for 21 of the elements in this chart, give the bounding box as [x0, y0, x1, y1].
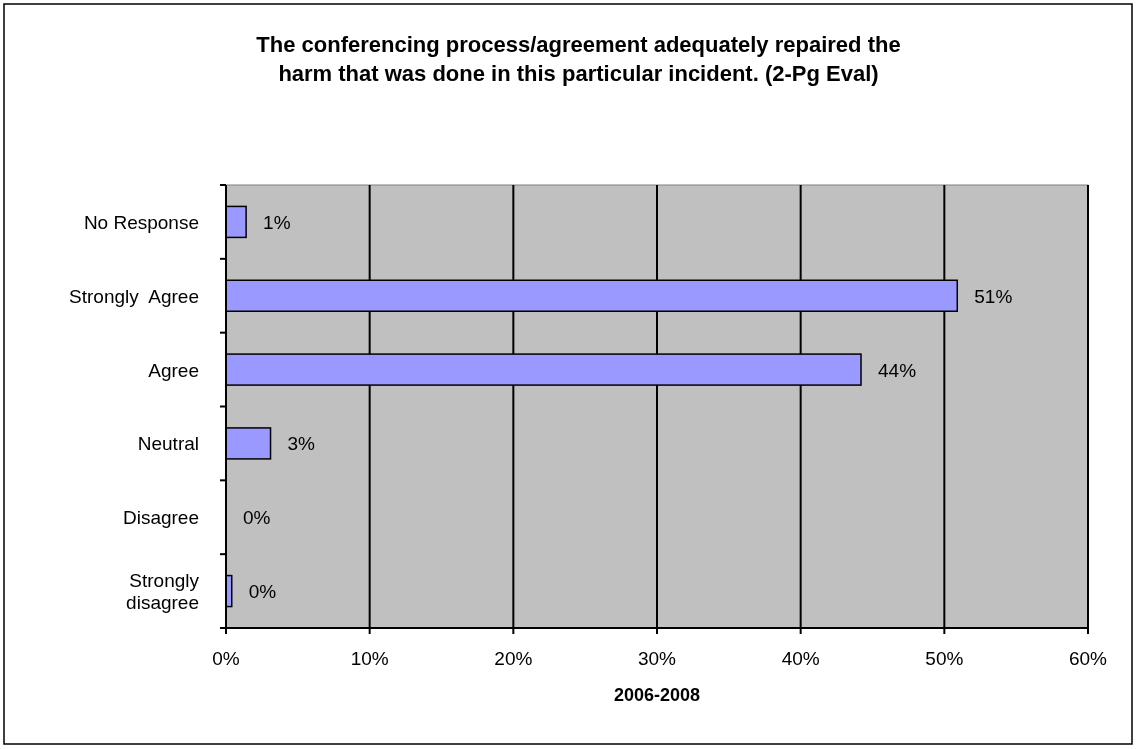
x-tick-label: 0% — [212, 648, 240, 669]
y-tick-label: Strongly disagree — [126, 570, 200, 614]
y-tick-label: Agree — [148, 359, 199, 381]
x-tick-label: 60% — [1068, 648, 1108, 669]
chart-title: The conferencing process/agreement adequately repaired the harm that was done in this particular incident. (2-Pg Eval) — [256, 32, 901, 86]
data-label: 0% — [243, 507, 271, 529]
y-tick-label: Neutral — [137, 433, 199, 455]
data-label: 51% — [974, 285, 1013, 307]
y-tick-label: Disagree — [122, 507, 199, 529]
y-tick-label: Strongly Agree — [69, 285, 199, 307]
x-tick-label: 20% — [494, 648, 533, 669]
x-tick-label: 40% — [781, 648, 820, 669]
data-label: 0% — [248, 581, 277, 603]
x-tick-label: 10% — [350, 648, 389, 669]
x-tick-label: 30% — [637, 648, 677, 669]
data-label: 44% — [878, 359, 917, 381]
x-tick-label: 50% — [925, 648, 964, 669]
data-label: 3% — [287, 433, 316, 455]
data-label: 1% — [263, 211, 291, 233]
y-tick-label: No Response — [83, 211, 199, 233]
x-axis-title: 2006-2008 — [613, 685, 701, 705]
